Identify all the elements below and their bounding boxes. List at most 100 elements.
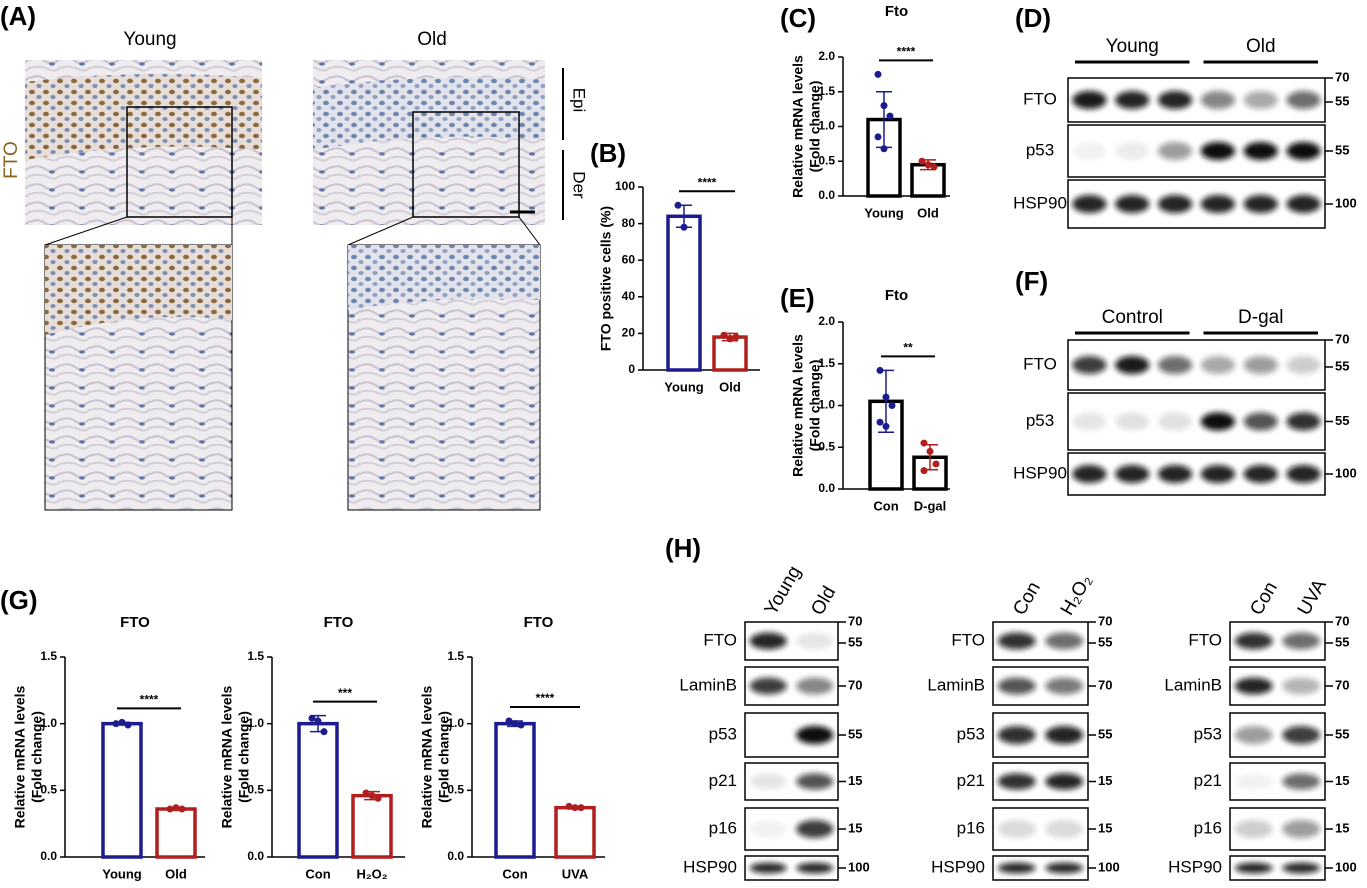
marker-label: 55	[1335, 358, 1349, 373]
group-label: D-gal	[1238, 307, 1283, 328]
band	[1234, 632, 1273, 650]
band	[749, 773, 787, 790]
significance-label: ***	[338, 686, 352, 700]
band	[1115, 91, 1150, 109]
data-point	[882, 422, 890, 430]
row-label: HSP90	[1168, 857, 1222, 876]
y-tick-label: 0.5	[247, 783, 264, 797]
band	[1157, 356, 1193, 374]
group-label: Young	[123, 29, 176, 50]
y-tick-label: 1.5	[818, 84, 835, 98]
data-point	[918, 157, 926, 165]
data-point	[882, 393, 890, 401]
band	[1045, 820, 1084, 838]
band	[1157, 412, 1193, 431]
data-point	[888, 402, 896, 409]
row-label: HSP90	[1013, 193, 1067, 212]
band	[1234, 820, 1273, 838]
band	[1282, 726, 1321, 744]
y-axis-label: (Fold change)	[436, 711, 452, 803]
chart-title: FTO	[324, 614, 354, 631]
x-tick-label: Con	[305, 866, 330, 881]
band	[1072, 91, 1107, 109]
y-tick-label: 1.5	[447, 649, 464, 663]
epidermis	[348, 245, 540, 310]
y-tick-label: 1.5	[818, 356, 835, 370]
y-tick-label: 1.0	[40, 716, 57, 730]
marker-label: 70	[1335, 677, 1349, 692]
chart-title: FTO	[524, 614, 554, 631]
x-tick-label: Old	[719, 379, 741, 394]
band	[749, 677, 787, 695]
x-tick-label: D-gal	[914, 498, 947, 513]
band	[1243, 412, 1278, 431]
row-label: HSP90	[1013, 463, 1067, 482]
lane-label: Con	[1009, 578, 1045, 619]
y-tick-label: 0.5	[40, 783, 57, 797]
row-label: p53	[957, 724, 985, 743]
marker-label: 55	[1098, 726, 1112, 741]
data-point	[680, 223, 688, 231]
band	[997, 820, 1036, 838]
y-tick-label: 0.0	[40, 849, 57, 863]
epidermis	[45, 245, 232, 335]
data-point	[886, 112, 894, 120]
panel-label: (F)	[1015, 266, 1048, 296]
band	[1045, 726, 1084, 744]
y-axis-label: (Fold change)	[236, 711, 252, 803]
band	[796, 820, 834, 838]
y-tick-label: 0	[628, 362, 635, 376]
bar	[155, 807, 197, 859]
y-tick-label: 2.0	[818, 49, 835, 63]
marker-label: 15	[848, 820, 862, 835]
significance-label: ****	[536, 691, 555, 705]
data-point	[930, 163, 938, 171]
marker-label: 70	[1098, 677, 1112, 692]
marker-label: 55	[1098, 634, 1112, 649]
x-tick-label: Old	[165, 866, 187, 881]
significance-label: **	[903, 341, 913, 355]
panel-label: (A)	[0, 1, 36, 31]
row-label: HSP90	[931, 857, 985, 876]
data-point	[368, 792, 376, 800]
data-point	[876, 366, 884, 374]
significance-label: ****	[698, 175, 717, 189]
panel-label: (B)	[590, 138, 626, 168]
band	[1072, 142, 1107, 160]
y-tick-label: 1.0	[247, 716, 264, 730]
data-point	[118, 718, 126, 726]
x-tick-label: Con	[502, 866, 527, 881]
band	[1045, 632, 1084, 650]
data-point	[880, 145, 888, 153]
significance-label: ****	[897, 45, 916, 59]
data-point	[374, 794, 382, 802]
bar	[101, 721, 143, 859]
band	[1234, 726, 1273, 744]
y-axis-label: Relative mRNA levels	[219, 685, 235, 828]
lane-label: H₂O₂	[1057, 571, 1097, 619]
data-point	[565, 802, 573, 810]
chart-title: Fto	[885, 287, 908, 304]
row-label: FTO	[1023, 354, 1057, 373]
data-point	[720, 331, 728, 339]
row-label: p16	[1194, 818, 1222, 837]
row-label: LaminB	[679, 675, 737, 694]
y-tick-label: 1.0	[818, 398, 835, 412]
chart-title: FTO	[120, 614, 150, 631]
band	[997, 726, 1036, 744]
row-label: FTO	[703, 630, 737, 649]
bar	[666, 214, 702, 372]
marker-label: 70	[1098, 613, 1112, 628]
group-label: Control	[1102, 307, 1163, 328]
band	[997, 862, 1036, 874]
row-label: p53	[1026, 411, 1054, 430]
data-point	[920, 439, 928, 447]
band	[1286, 412, 1321, 431]
inset-box	[126, 106, 233, 218]
band	[997, 632, 1036, 650]
band	[1115, 412, 1150, 431]
y-axis-label: (Fold change)	[29, 711, 45, 803]
data-point	[571, 804, 579, 812]
data-point	[876, 418, 884, 426]
stain-label: FTO	[1, 141, 22, 179]
